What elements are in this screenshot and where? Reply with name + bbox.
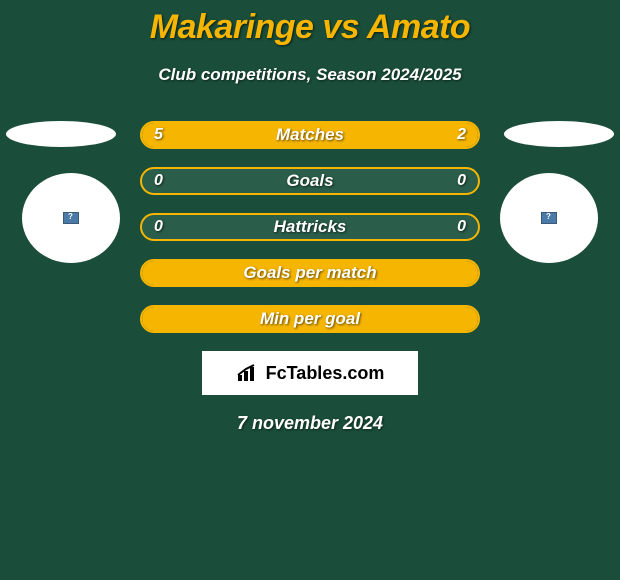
stat-bar: Hattricks0 0	[140, 213, 480, 241]
stat-value-left: 0	[154, 172, 163, 190]
stat-bar: Goals0 0	[140, 167, 480, 195]
stat-bars: Matches52Goals00Hattricks00Goals per mat…	[140, 121, 480, 333]
stat-value-left: 5	[154, 126, 163, 144]
brand-logo-text: FcTables.com	[266, 363, 385, 384]
stat-value-left: 0	[154, 218, 163, 236]
page-title: Makaringe vs Amato	[0, 8, 620, 47]
right-oval-decoration	[504, 121, 614, 147]
stat-bar: Min per goal	[140, 305, 480, 333]
page-subtitle: Club competitions, Season 2024/2025	[0, 65, 620, 85]
date-text: 7 november 2024	[0, 413, 620, 434]
stat-value-right: 2	[457, 126, 466, 144]
left-oval-decoration	[6, 121, 116, 147]
stat-bar: Matches5 2	[140, 121, 480, 149]
stat-label: Min per goal	[142, 309, 478, 329]
stat-label: Hattricks	[142, 217, 478, 237]
stat-value-right: 0	[457, 172, 466, 190]
stat-label: Goals per match	[142, 263, 478, 283]
stat-bar: Goals per match	[140, 259, 480, 287]
comparison-card: Makaringe vs Amato Club competitions, Se…	[0, 0, 620, 434]
stat-label: Goals	[142, 171, 478, 191]
left-team-badge-circle	[22, 173, 120, 263]
chart-icon	[236, 363, 262, 383]
right-team-badge-circle	[500, 173, 598, 263]
brand-logo: FcTables.com	[202, 351, 418, 395]
right-team-badge-placeholder-icon	[541, 212, 557, 224]
stat-label: Matches	[142, 125, 478, 145]
stats-area: Matches52Goals00Hattricks00Goals per mat…	[0, 121, 620, 333]
left-team-badge-placeholder-icon	[63, 212, 79, 224]
stat-value-right: 0	[457, 218, 466, 236]
